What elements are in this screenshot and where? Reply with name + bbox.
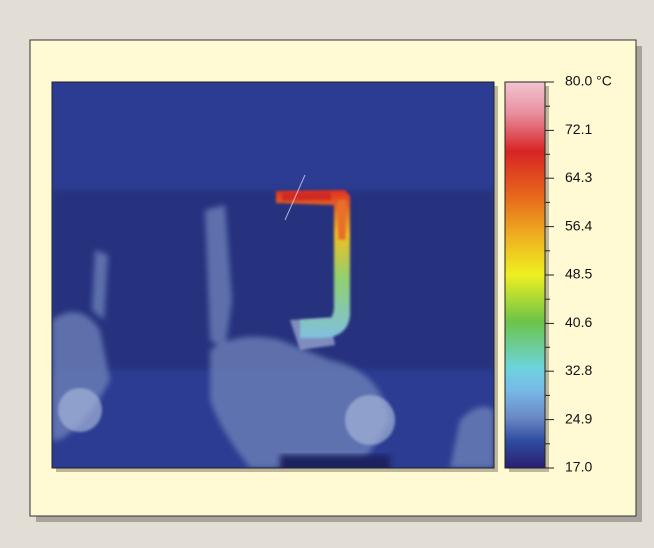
tick-label: 17.0 (565, 459, 592, 475)
page: {"colorbar": {"lim": [17, 80], "ticks": … (0, 0, 654, 548)
tick-label: 24.9 (565, 410, 592, 426)
tick-label: 72.1 (565, 121, 592, 137)
tick-label: 40.6 (565, 314, 592, 330)
figure: 80.0 °C 72.1 64.3 56.4 48.5 40.6 32.8 24.9 17.0 (0, 0, 654, 548)
colorbar (505, 82, 545, 468)
tick-label: 64.3 (565, 169, 592, 185)
tick-label: 48.5 (565, 266, 592, 282)
tick-label: 56.4 (565, 217, 592, 233)
tick-label: 32.8 (565, 362, 592, 378)
thermal-image (52, 82, 494, 475)
tick-label: 80.0 °C (565, 73, 612, 89)
